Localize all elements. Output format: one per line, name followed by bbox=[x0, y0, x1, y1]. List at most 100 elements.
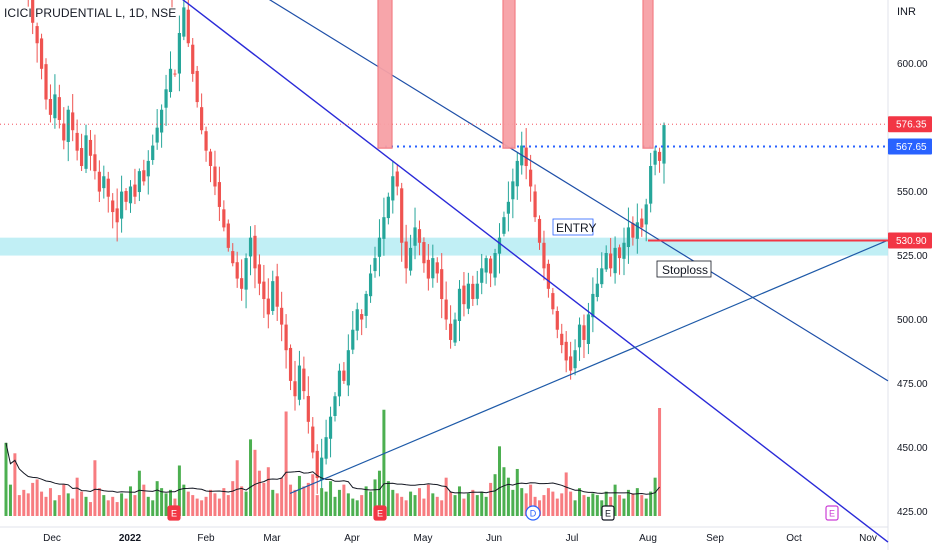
volume-bar bbox=[498, 446, 501, 516]
earnings-icon bbox=[601, 505, 615, 521]
volume-bar bbox=[520, 488, 524, 516]
candle-body bbox=[53, 94, 57, 119]
volume-bar bbox=[169, 489, 172, 516]
volume-bar bbox=[480, 491, 484, 516]
candle-body bbox=[342, 370, 346, 381]
dividend-icon-label: D bbox=[530, 509, 537, 519]
candle-body bbox=[391, 176, 395, 201]
entry-annotation[interactable]: ENTRY bbox=[552, 218, 596, 236]
level-price-tag-bg bbox=[888, 138, 932, 155]
earnings-icon bbox=[825, 505, 839, 521]
stoploss-label: Stoploss bbox=[662, 263, 708, 277]
candle-body bbox=[119, 191, 124, 219]
volume-bar bbox=[311, 474, 315, 516]
candle-body bbox=[484, 258, 488, 273]
volume-bar bbox=[35, 479, 39, 516]
volume-bar bbox=[8, 484, 12, 516]
volume-bar bbox=[582, 495, 586, 516]
event-marker-d[interactable]: D bbox=[525, 505, 541, 521]
volume-bar bbox=[213, 493, 217, 516]
candle-body bbox=[333, 396, 337, 417]
volume-bar bbox=[591, 493, 595, 516]
entry-label: ENTRY bbox=[556, 221, 596, 235]
earnings-icon bbox=[167, 505, 181, 521]
candle-body bbox=[231, 251, 235, 264]
volume-bar bbox=[75, 477, 79, 516]
volume-moving-average bbox=[5, 442, 660, 495]
candle-body bbox=[586, 314, 591, 344]
candle-body bbox=[97, 171, 101, 192]
candle-body bbox=[426, 259, 430, 279]
volume-bar bbox=[542, 495, 546, 516]
candle-body bbox=[413, 227, 417, 246]
volume-bar bbox=[297, 475, 301, 516]
volume-bar bbox=[653, 477, 657, 516]
volume-bar bbox=[333, 496, 337, 516]
volume-bar bbox=[315, 495, 319, 516]
candle-body bbox=[124, 191, 128, 202]
volume-bar bbox=[249, 439, 253, 516]
candle-body bbox=[275, 276, 279, 307]
volume-bar bbox=[137, 470, 141, 516]
candle-body bbox=[128, 186, 133, 204]
candle-body bbox=[111, 200, 115, 213]
volume-bar bbox=[217, 498, 221, 516]
event-marker-e[interactable]: E bbox=[825, 505, 839, 521]
event-marker-e[interactable]: E bbox=[167, 505, 181, 521]
symbol-title: ICICI PRUDENTIAL L, 1D, NSE bbox=[4, 6, 177, 20]
candle-body bbox=[248, 237, 253, 257]
candle-body bbox=[551, 293, 555, 310]
volume-bar bbox=[253, 449, 257, 516]
candle-body bbox=[364, 293, 368, 316]
volume-bar bbox=[186, 491, 190, 516]
volume-bar bbox=[133, 495, 137, 516]
candle-body bbox=[644, 204, 648, 225]
candle-body bbox=[177, 33, 181, 74]
volume-bar bbox=[626, 489, 630, 516]
x-tick-label: Aug bbox=[639, 533, 657, 544]
volume-bar bbox=[62, 484, 66, 516]
volume-bar bbox=[106, 500, 110, 516]
x-tick-label: Oct bbox=[786, 533, 802, 544]
volume-bar bbox=[369, 491, 373, 516]
candle-body bbox=[502, 217, 506, 234]
candle-body bbox=[435, 262, 439, 274]
volume-bar bbox=[417, 488, 421, 516]
volume-bar bbox=[209, 489, 213, 516]
candle-body bbox=[346, 350, 350, 386]
last-price-tag-bg bbox=[888, 116, 932, 133]
volume-bar bbox=[44, 496, 48, 516]
candle-body bbox=[662, 125, 666, 164]
candle-body bbox=[573, 350, 577, 369]
support-zone bbox=[0, 237, 888, 256]
volume-bar bbox=[431, 493, 435, 516]
volume-bar bbox=[320, 488, 324, 516]
candle-body bbox=[253, 235, 257, 269]
candle-body bbox=[537, 218, 542, 243]
candle-body bbox=[422, 242, 426, 264]
candle-body bbox=[480, 268, 484, 283]
stoploss-annotation[interactable]: Stoploss bbox=[656, 260, 712, 278]
volume-bar bbox=[231, 481, 235, 516]
event-marker-e[interactable]: E bbox=[373, 505, 387, 521]
event-marker-e[interactable]: E bbox=[601, 505, 615, 521]
volume-bar bbox=[80, 491, 84, 516]
candle-body bbox=[235, 262, 239, 279]
candle-body bbox=[377, 237, 382, 257]
candle-body bbox=[93, 154, 97, 172]
x-tick-label: Jul bbox=[566, 533, 579, 544]
level-price-tag: 530.90 bbox=[896, 236, 927, 247]
candle-body bbox=[337, 370, 342, 397]
volume-bar bbox=[346, 493, 350, 516]
volume-bar bbox=[466, 493, 470, 516]
candle-body bbox=[457, 288, 462, 322]
target-arrow-2 bbox=[502, 0, 516, 149]
volume-bar bbox=[471, 489, 475, 516]
volume-bar bbox=[578, 488, 582, 516]
candle-body bbox=[195, 70, 199, 103]
candle-body bbox=[186, 9, 190, 44]
candle-body bbox=[106, 178, 110, 197]
candle-body bbox=[564, 341, 568, 361]
